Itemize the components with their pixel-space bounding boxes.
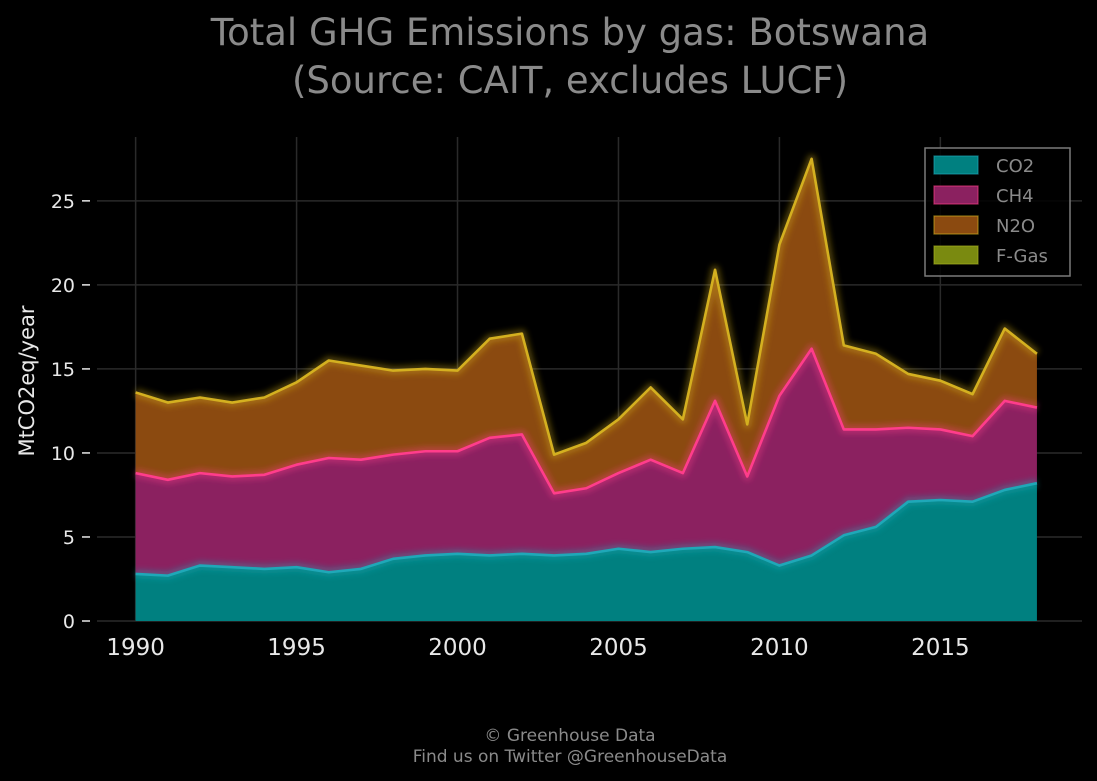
x-tick-label-2005: 2005 <box>589 635 648 661</box>
x-tick-label-2010: 2010 <box>750 635 809 661</box>
legend-label-co2: CO2 <box>996 156 1034 177</box>
line-n2o <box>135 157 1038 456</box>
area-ch4 <box>135 348 1037 576</box>
y-axis-label: MtCO2eq/year <box>15 305 39 456</box>
line-ch4 <box>135 347 1038 495</box>
chart-title-line2: (Source: CAIT, excludes LUCF) <box>292 59 848 102</box>
series-lines <box>134 154 1040 581</box>
legend-label-f-gas: F-Gas <box>996 246 1048 267</box>
chart-title-line1: Total GHG Emissions by gas: Botswana <box>210 11 929 54</box>
plot-area <box>135 158 1037 621</box>
y-tick-label-25: 25 <box>51 191 75 213</box>
footer-copyright: © Greenhouse Data <box>484 726 655 746</box>
y-tick-label-10: 10 <box>51 443 75 465</box>
legend-swatch-ch4 <box>933 185 979 205</box>
x-tick-label-2015: 2015 <box>911 635 970 661</box>
y-tick-label-20: 20 <box>51 275 75 297</box>
legend-swatch-n2o <box>933 215 979 235</box>
footer-twitter: Find us on Twitter @GreenhouseData <box>413 747 728 767</box>
y-tick-label-0: 0 <box>63 611 75 633</box>
y-tick-label-15: 15 <box>51 359 75 381</box>
y-tick-label-5: 5 <box>63 527 75 549</box>
legend-label-ch4: CH4 <box>996 186 1034 207</box>
x-tick-label-1995: 1995 <box>267 635 326 661</box>
legend-swatch-f-gas <box>933 245 979 265</box>
legend-label-n2o: N2O <box>996 216 1035 237</box>
x-tick-label-1990: 1990 <box>106 635 165 661</box>
x-tick-label-2000: 2000 <box>428 635 487 661</box>
legend-swatch-co2 <box>933 155 979 175</box>
line-co2 <box>135 481 1038 577</box>
area-n2o <box>135 158 1037 494</box>
area-co2 <box>135 483 1037 621</box>
x-axis: 1990 1995 2000 2005 2010 2015 <box>106 635 969 661</box>
legend: CO2 CH4 N2O F-Gas <box>924 147 1071 277</box>
y-axis: 0 5 10 15 20 25 <box>51 191 90 633</box>
